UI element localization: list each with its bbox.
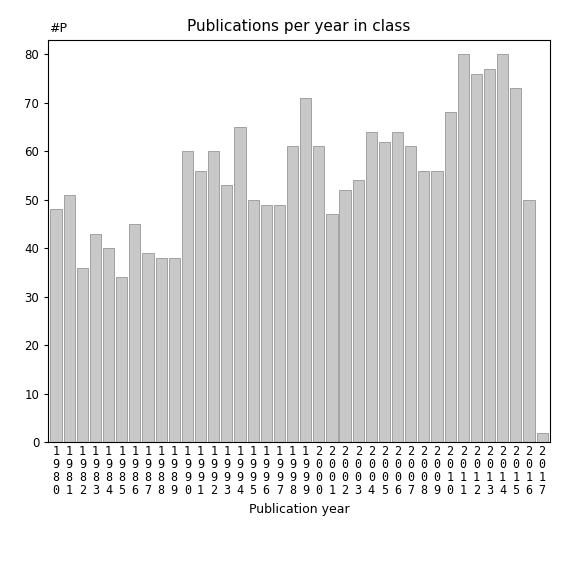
Bar xyxy=(221,185,232,442)
Bar xyxy=(274,205,285,442)
Bar xyxy=(116,277,128,442)
Bar xyxy=(405,146,416,442)
Bar xyxy=(208,151,219,442)
Bar xyxy=(195,171,206,442)
Bar xyxy=(327,214,337,442)
Bar xyxy=(287,146,298,442)
Bar xyxy=(64,195,75,442)
Bar xyxy=(392,132,403,442)
Bar xyxy=(142,253,154,442)
Bar xyxy=(497,54,508,442)
Bar xyxy=(313,146,324,442)
Bar xyxy=(536,433,548,442)
Bar xyxy=(445,112,456,442)
Bar xyxy=(471,74,482,442)
Bar xyxy=(458,54,469,442)
Bar xyxy=(523,200,535,442)
Bar xyxy=(169,258,180,442)
Bar xyxy=(103,248,114,442)
Bar xyxy=(418,171,429,442)
Bar xyxy=(431,171,443,442)
Bar xyxy=(300,98,311,442)
Bar xyxy=(155,258,167,442)
Bar xyxy=(340,190,350,442)
Bar xyxy=(353,180,364,442)
Bar xyxy=(77,268,88,442)
Title: Publications per year in class: Publications per year in class xyxy=(188,19,411,35)
Bar xyxy=(90,234,101,442)
Bar xyxy=(182,151,193,442)
Bar xyxy=(379,142,390,442)
Bar xyxy=(50,209,62,442)
Bar xyxy=(510,88,522,442)
Bar xyxy=(234,127,246,442)
Bar xyxy=(484,69,495,442)
Text: #P: #P xyxy=(49,22,67,35)
X-axis label: Publication year: Publication year xyxy=(249,502,349,515)
Bar xyxy=(248,200,259,442)
Bar xyxy=(366,132,377,442)
Bar xyxy=(261,205,272,442)
Bar xyxy=(129,224,141,442)
